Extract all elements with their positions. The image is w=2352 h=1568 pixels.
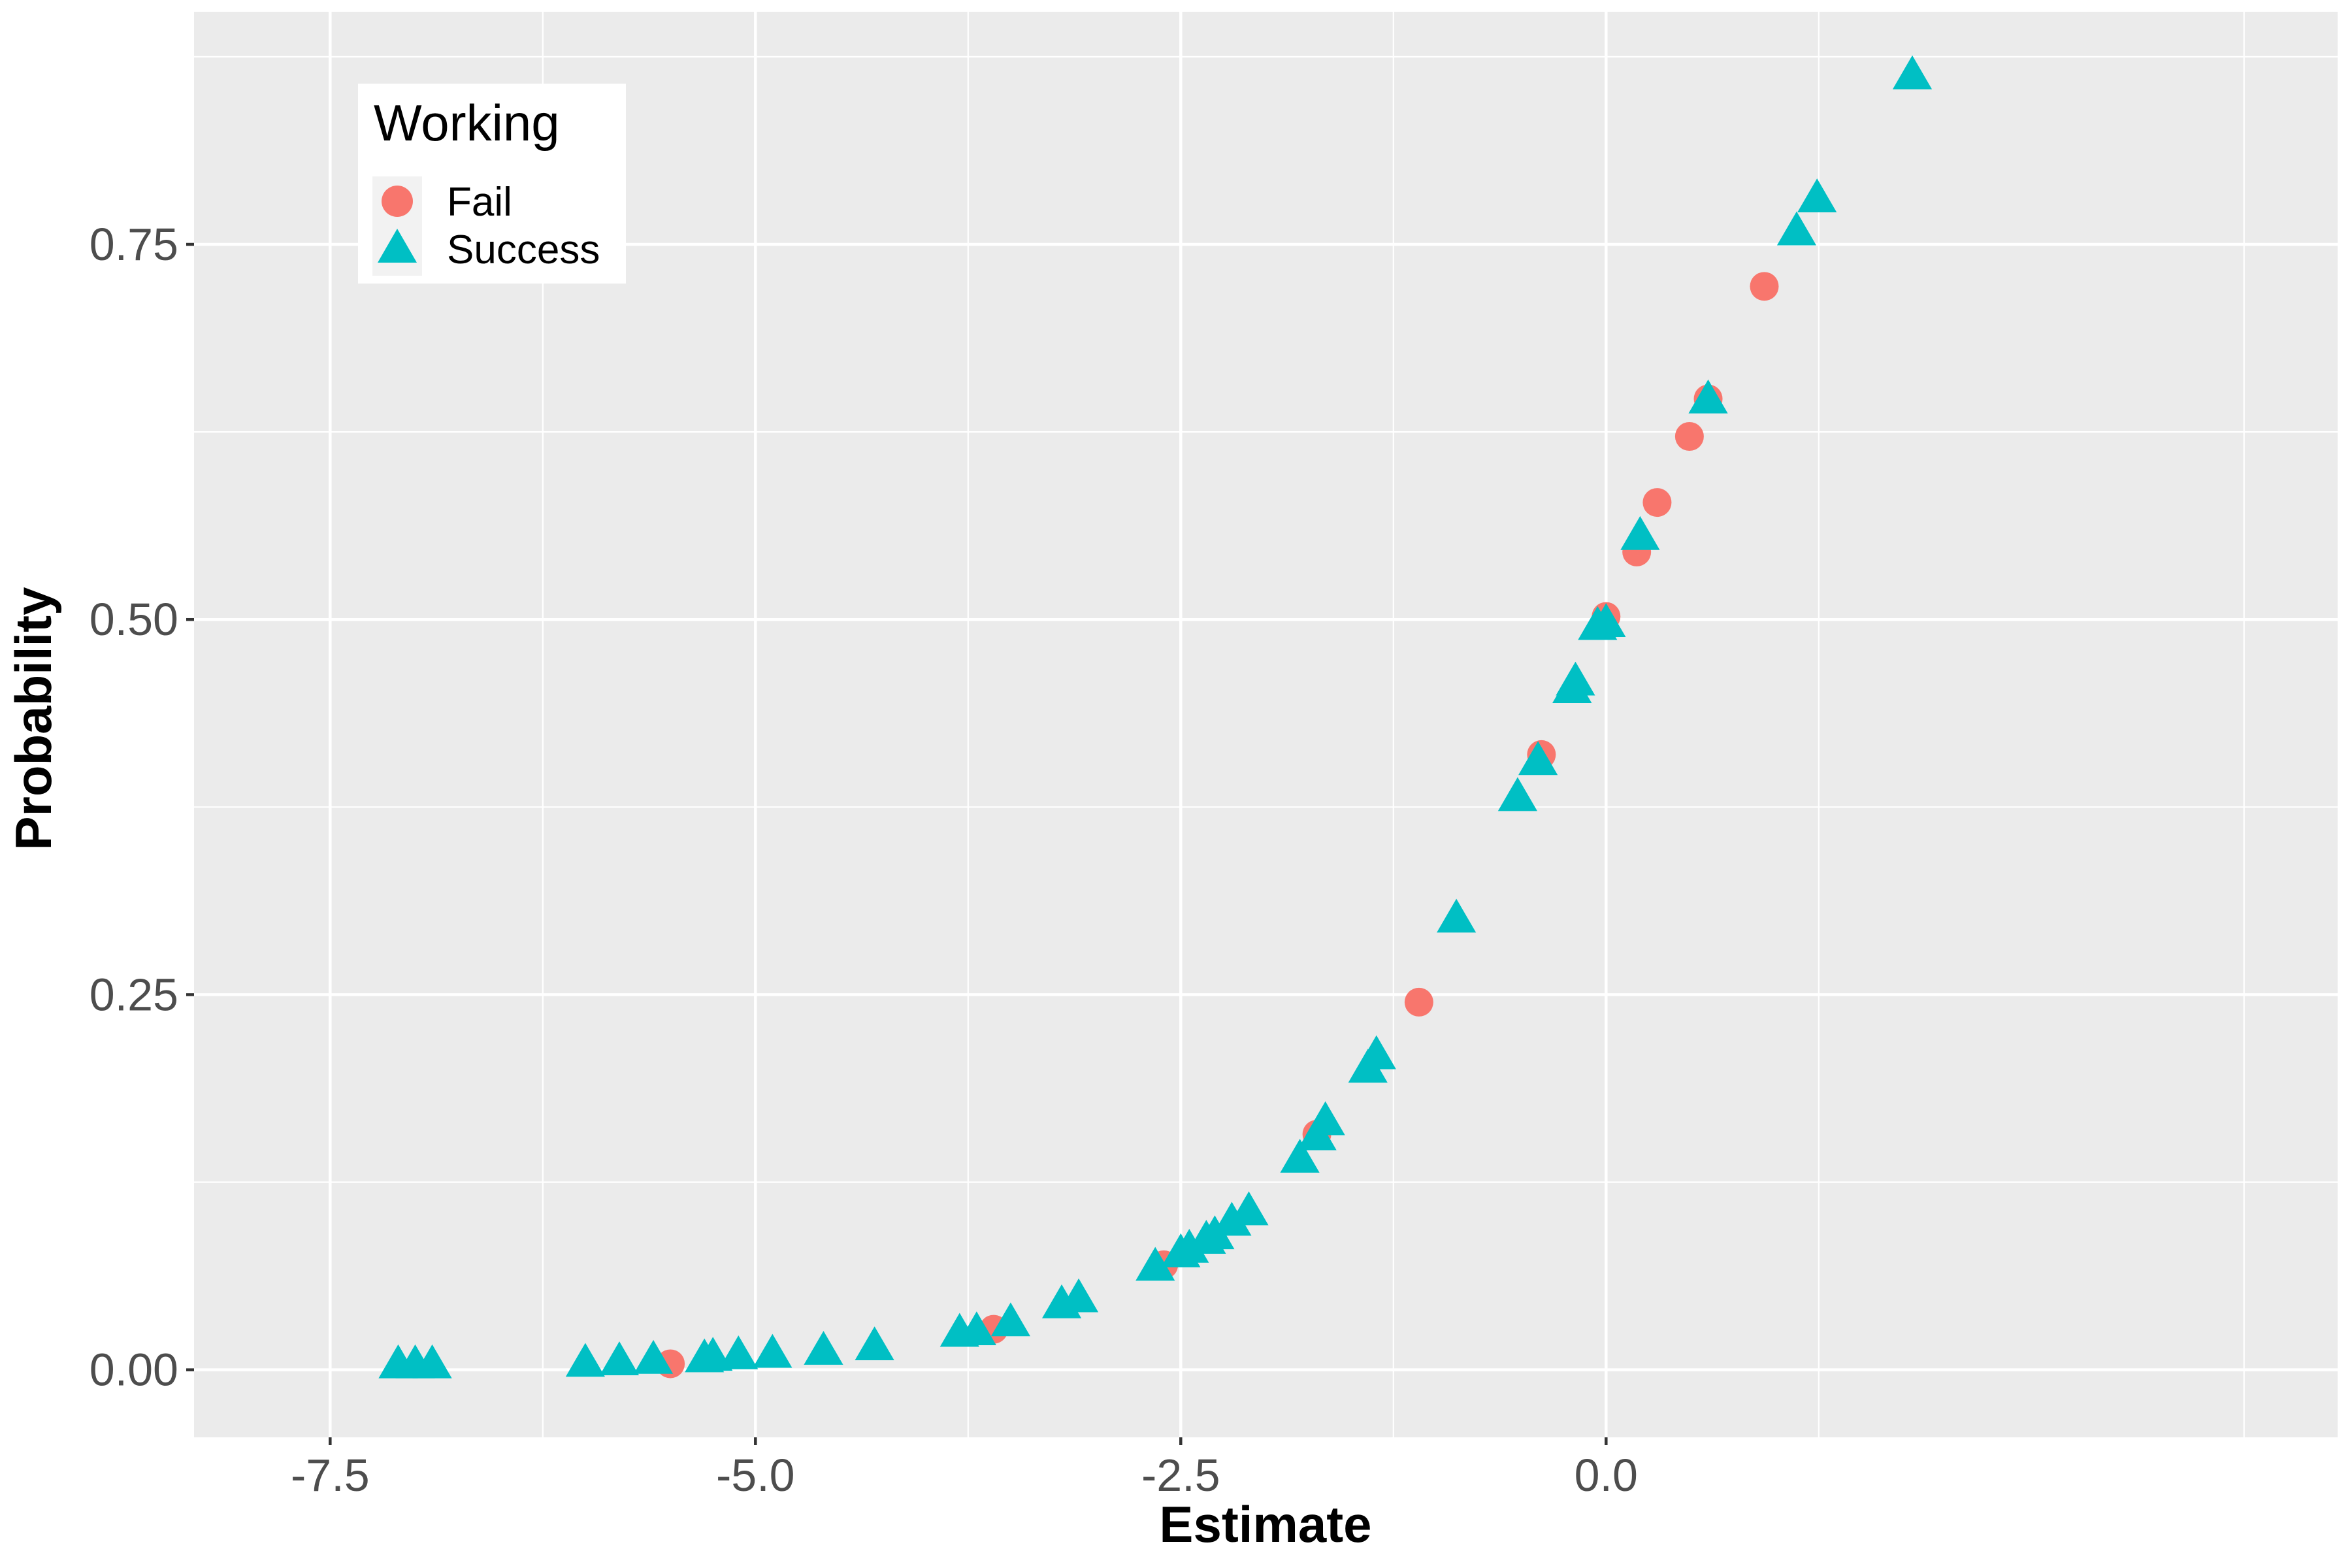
data-point-success <box>565 1343 605 1377</box>
x-tick-label: -5.0 <box>716 1450 795 1501</box>
data-point-success <box>1229 1191 1269 1226</box>
x-tick-label: -7.5 <box>291 1450 370 1501</box>
data-point-fail <box>1642 488 1672 517</box>
data-point-success <box>1437 898 1477 933</box>
series-success <box>378 55 1933 1379</box>
y-axis: 0.00 0.25 0.50 0.75 <box>90 219 194 1396</box>
data-point-success <box>1518 741 1558 776</box>
data-point-success <box>1797 178 1837 212</box>
x-axis-title: Estimate <box>1159 1495 1371 1553</box>
data-point-success <box>1135 1247 1175 1281</box>
data-point-success <box>990 1302 1030 1337</box>
y-tick-label: 0.75 <box>90 219 178 270</box>
data-point-success <box>599 1341 640 1375</box>
x-tick-label: -2.5 <box>1141 1450 1220 1501</box>
data-point-success <box>1556 661 1595 696</box>
legend-success-icon <box>378 229 417 263</box>
data-point-success <box>1280 1139 1320 1173</box>
data-point-success <box>633 1339 674 1374</box>
data-point-success <box>753 1333 792 1368</box>
data-point-success <box>719 1335 759 1369</box>
data-point-success <box>1688 379 1728 414</box>
data-point-success <box>1356 1035 1396 1070</box>
data-point-success <box>855 1326 894 1361</box>
data-point-fail <box>1404 987 1433 1017</box>
data-point-success <box>1620 515 1660 550</box>
legend-item-success: Success <box>372 226 600 276</box>
legend-label-fail: Fail <box>447 180 512 225</box>
data-point-success <box>1169 1228 1209 1263</box>
data-point-success <box>1497 777 1537 811</box>
data-point-success <box>1305 1101 1345 1135</box>
legend: Working Fail Success <box>358 84 626 284</box>
data-point-success <box>1892 55 1933 90</box>
x-tick-label: 0.0 <box>1575 1450 1638 1501</box>
major-gridlines <box>194 12 2338 1437</box>
data-point-success <box>804 1331 843 1365</box>
legend-fail-icon <box>382 186 413 217</box>
data-points <box>378 55 1933 1379</box>
data-point-fail <box>1674 422 1704 451</box>
data-point-success <box>412 1344 452 1379</box>
y-tick-label: 0.00 <box>90 1345 178 1396</box>
y-tick-label: 0.50 <box>90 594 178 645</box>
minor-gridlines <box>194 12 2338 1437</box>
data-point-success <box>693 1337 733 1371</box>
legend-item-fail: Fail <box>372 176 512 226</box>
data-point-fail <box>1750 272 1779 301</box>
legend-title: Working <box>374 94 560 152</box>
data-point-success <box>1058 1278 1099 1313</box>
x-axis: -7.5 -5.0 -2.5 0.0 <box>291 1437 1638 1501</box>
y-tick-label: 0.25 <box>90 969 178 1020</box>
legend-label-success: Success <box>447 227 600 272</box>
data-point-success <box>956 1311 996 1346</box>
data-point-success <box>1212 1201 1252 1236</box>
y-axis-title: Probability <box>5 587 62 850</box>
data-point-success <box>1586 603 1626 637</box>
data-point-success <box>1776 211 1817 246</box>
